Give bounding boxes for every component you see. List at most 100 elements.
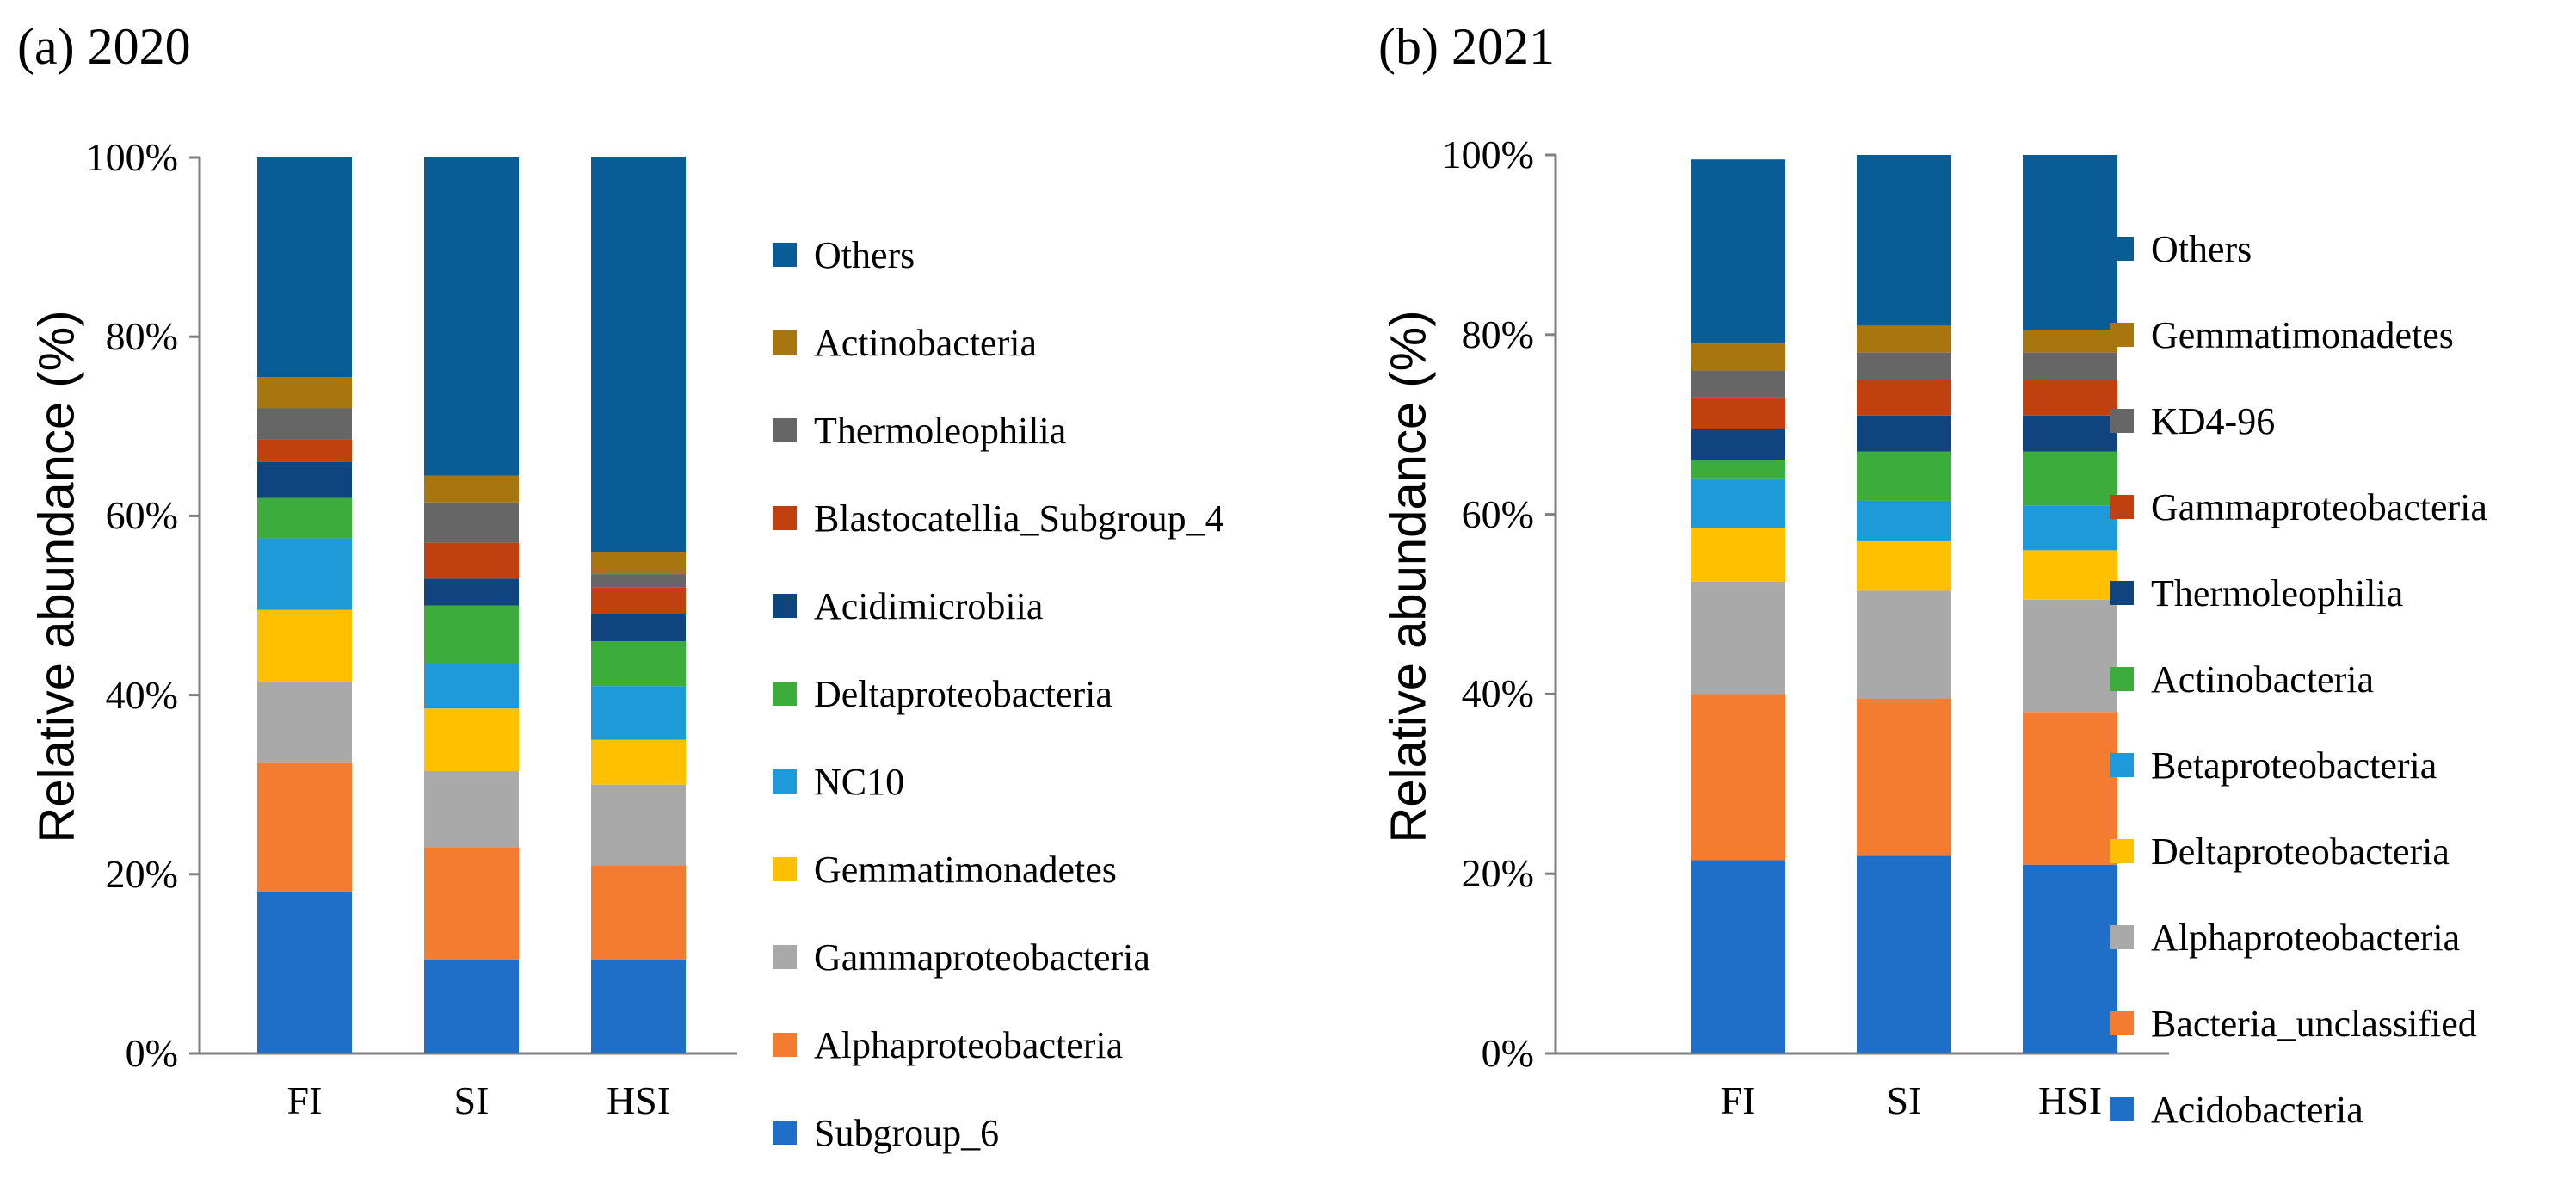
legend-label: Gemmatimonadetes [814,848,1117,891]
legend-item: Others [2110,223,2252,275]
bar-segment [1857,352,1951,380]
bar-segment [424,502,519,543]
bar-segment [257,762,352,892]
legend-swatch [2110,667,2134,691]
bar-segment [591,959,686,1053]
bar-segment [591,157,686,553]
legend-swatch [773,418,797,442]
chart-panel-2021: (b) 2021 Relative abundance (%) 0% 20% 40%… [1288,0,2576,1198]
chart-plot-area [189,156,737,1055]
y-tick-label: 60% [1461,491,1534,536]
legend-label: Blastocatellia_Subgroup_4 [814,497,1224,540]
legend-swatch [773,330,797,355]
legend-swatch [2110,237,2134,261]
bar-segment [2023,380,2117,416]
legend-swatch [2110,495,2134,519]
legend-label: Gammaproteobacteria [814,936,1150,979]
legend-item: NC10 [773,756,904,807]
legend-label: NC10 [814,760,905,803]
legend-label: Subgroup_6 [814,1111,1000,1154]
legend-item: KD4-96 [2110,395,2275,447]
legend-label: Acidobacteria [2151,1088,2363,1131]
x-category-label: HSI [2037,1078,2103,1122]
x-category-label: SI [1886,1078,1922,1122]
bar-segment [1691,429,1785,460]
bar-segment [2023,550,2117,600]
legend-label: Acidimicrobiia [814,584,1044,627]
y-tick-label: 60% [105,493,178,538]
bar-segment [1691,694,1785,861]
bar-segment [424,708,519,772]
bar-segment [424,847,519,960]
legend-label: Gammaproteobacteria [2151,485,2487,528]
legend-swatch [2110,839,2134,863]
legend-item: Deltaproteobacteria [773,668,1112,719]
bar-segment [1691,581,1785,695]
bar-segment [1691,159,1785,344]
bar-segment [1857,380,1951,416]
legend-item: Alphaproteobacteria [2110,911,2460,963]
y-tick-label: 20% [1461,851,1534,896]
bar-segment [424,157,519,476]
y-tick-label: 80% [105,314,178,359]
bar-segment [257,377,352,409]
legend-item: Bacteria_unclassified [2110,997,2477,1049]
bar-segment [1857,698,1951,856]
bar-segment [2023,155,2117,330]
legend-swatch [773,243,797,267]
bar-segment [1857,540,1951,591]
bar-segment [591,739,686,785]
legend-label: Deltaproteobacteria [2151,830,2450,873]
legend-item: Alphaproteobacteria [773,1019,1123,1071]
bar-segment [2023,415,2117,452]
bar-segment [424,578,519,606]
bar-segment [1857,415,1951,452]
bar-segment [424,475,519,503]
legend-swatch [773,506,797,530]
legend-label: Deltaproteobacteria [814,672,1112,715]
bar-segment [591,552,686,575]
legend-item: Acidobacteria [2110,1084,2363,1135]
chart-panel-2020: (a) 2020 Relative abundance (%) 0% 20% 40%… [17,18,1224,1154]
legend-label: Others [2151,227,2252,270]
y-tick-label: 40% [1461,671,1534,716]
bar-segment [1857,451,1951,501]
legend-label: Alphaproteobacteria [814,1023,1124,1066]
legend-swatch [773,945,797,969]
bar-segment [2023,451,2117,506]
bar-segment [2023,330,2117,353]
legend-label: Bacteria_unclassified [2151,1002,2477,1045]
x-category-label: FI [1720,1078,1756,1122]
bar-segment [1691,528,1785,582]
bar-segment [1857,500,1951,541]
bar-segment [2023,599,2117,713]
legend-label: Actinobacteria [2151,658,2374,701]
bar-segment [1691,397,1785,429]
legend-swatch [773,594,797,618]
bar-segment [257,461,352,498]
legend-item: Acidimicrobiia [773,580,1043,632]
bar-segment [424,959,519,1053]
legend-label: Others [814,233,915,276]
legend-swatch [773,857,797,881]
bar-segment [1691,370,1785,398]
x-category-label: SI [453,1078,490,1122]
bar-segment [257,538,352,610]
legend-label: Thermoleophilia [814,409,1067,452]
legend-label: Thermoleophilia [2151,571,2404,614]
legend-label: Gemmatimonadetes [2151,313,2454,356]
bar-segment [257,408,352,440]
bar-segment [591,784,686,866]
legend-swatch [2110,753,2134,777]
bar-segment [2023,712,2117,865]
bar-segment [591,865,686,960]
legend-swatch [773,1121,797,1145]
legend-item: Gammaproteobacteria [2110,481,2487,533]
chart-plot-area [1545,153,2169,1055]
legend-item: Deltaproteobacteria [2110,825,2450,877]
bar-segment [591,686,686,740]
legend-label: Actinobacteria [814,321,1037,364]
y-tick-label: 0% [125,1031,178,1075]
bar-segment [591,587,686,614]
bar-segment [1857,325,1951,353]
